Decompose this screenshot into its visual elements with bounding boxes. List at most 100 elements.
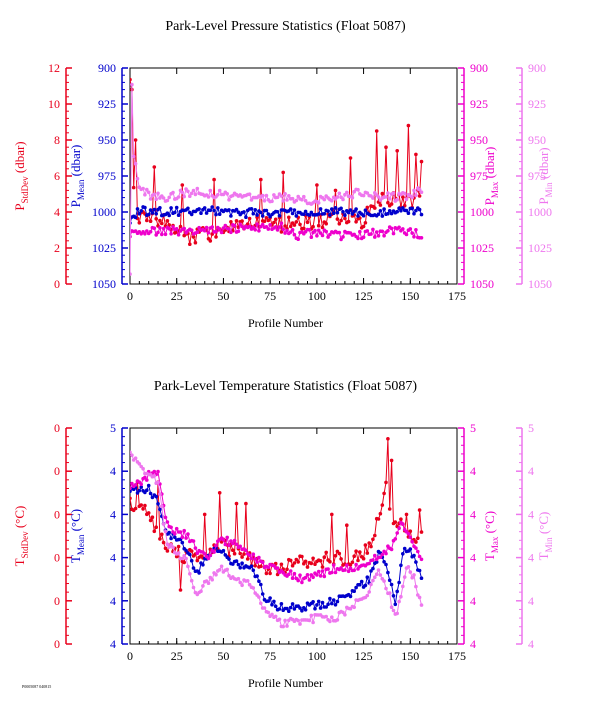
data-point: [380, 191, 385, 196]
data-point: [320, 233, 325, 238]
data-point: [169, 232, 173, 236]
data-point: [266, 565, 271, 570]
data-point: [346, 219, 351, 224]
data-point: [374, 129, 379, 133]
data-point: [270, 602, 274, 607]
data-point: [318, 559, 323, 563]
data-point: [350, 195, 355, 200]
data-point: [277, 617, 282, 622]
data-point: [227, 557, 231, 561]
chart-title: Park-Level Pressure Statistics (Float 50…: [165, 19, 406, 34]
data-point: [341, 235, 345, 239]
data-point: [311, 556, 315, 561]
x-tick-label: 0: [127, 289, 133, 303]
y-tick-label: 900: [470, 61, 488, 75]
y-tick-label: 4: [470, 637, 476, 651]
data-point: [363, 221, 368, 225]
data-point: [404, 208, 409, 213]
data-point: [339, 566, 343, 570]
data-point: [358, 550, 362, 554]
data-point: [141, 466, 145, 471]
data-point: [251, 568, 256, 572]
data-point: [188, 572, 192, 576]
data-point: [232, 223, 237, 228]
data-point: [259, 582, 263, 587]
y-axis-label-unit: (dbar): [68, 145, 83, 180]
data-point: [266, 599, 271, 603]
data-point: [333, 188, 338, 193]
data-point: [141, 507, 145, 511]
y-tick-label: 0: [54, 464, 60, 478]
data-point: [389, 226, 394, 231]
data-point: [268, 571, 272, 576]
data-point: [307, 213, 312, 217]
data-point: [234, 501, 239, 506]
data-point: [335, 210, 340, 215]
data-point: [137, 221, 142, 225]
data-point: [148, 197, 153, 201]
data-point: [397, 206, 401, 210]
data-point: [401, 195, 405, 199]
data-point: [236, 562, 241, 567]
data-point: [245, 557, 250, 561]
data-point: [401, 552, 405, 556]
data-point: [367, 561, 372, 566]
data-point: [143, 192, 147, 197]
data-point: [232, 538, 237, 543]
data-point: [410, 206, 415, 211]
data-point: [305, 220, 310, 225]
data-point: [173, 210, 177, 215]
data-point: [292, 232, 297, 237]
y-tick-label: 925: [470, 97, 488, 111]
data-point: [399, 594, 403, 599]
data-point: [393, 520, 398, 524]
data-point: [169, 543, 173, 547]
data-point: [275, 195, 280, 200]
data-point: [240, 555, 244, 559]
data-point: [292, 223, 297, 227]
data-point: [376, 517, 381, 521]
data-point: [272, 193, 276, 197]
data-point: [386, 200, 390, 205]
data-point: [208, 553, 213, 558]
data-point: [133, 161, 138, 166]
data-point: [249, 207, 254, 211]
y-tick-label: 10: [48, 97, 60, 111]
data-point: [391, 608, 396, 613]
data-point: [217, 188, 222, 193]
data-point: [320, 600, 325, 605]
data-point: [238, 544, 242, 549]
data-point: [387, 507, 392, 511]
data-point: [260, 560, 265, 564]
y-tick-label: 900: [528, 61, 546, 75]
data-point: [371, 578, 375, 583]
data-point: [324, 229, 329, 234]
data-point: [204, 211, 209, 215]
data-point: [238, 566, 242, 570]
data-point: [352, 568, 357, 573]
data-point: [232, 551, 237, 556]
data-point: [133, 215, 138, 220]
data-point: [167, 530, 171, 535]
x-tick-label: 125: [355, 289, 373, 303]
data-point: [404, 512, 409, 517]
data-point: [367, 541, 372, 545]
y-axis-label-sub: Max: [490, 181, 500, 198]
data-point: [238, 580, 242, 585]
data-point: [249, 564, 254, 568]
data-point: [174, 205, 179, 210]
data-point: [298, 622, 302, 626]
data-point: [275, 566, 280, 570]
data-point: [227, 227, 231, 231]
data-point: [158, 226, 162, 230]
data-point: [152, 192, 157, 197]
data-point: [160, 532, 164, 537]
data-point: [389, 202, 394, 206]
data-point: [380, 552, 385, 557]
data-point: [216, 193, 220, 197]
data-point: [133, 483, 138, 487]
data-point: [145, 187, 149, 192]
data-point: [279, 562, 284, 567]
x-tick-label: 50: [217, 649, 229, 663]
y-axis-label: TMax (°C): [482, 511, 500, 561]
